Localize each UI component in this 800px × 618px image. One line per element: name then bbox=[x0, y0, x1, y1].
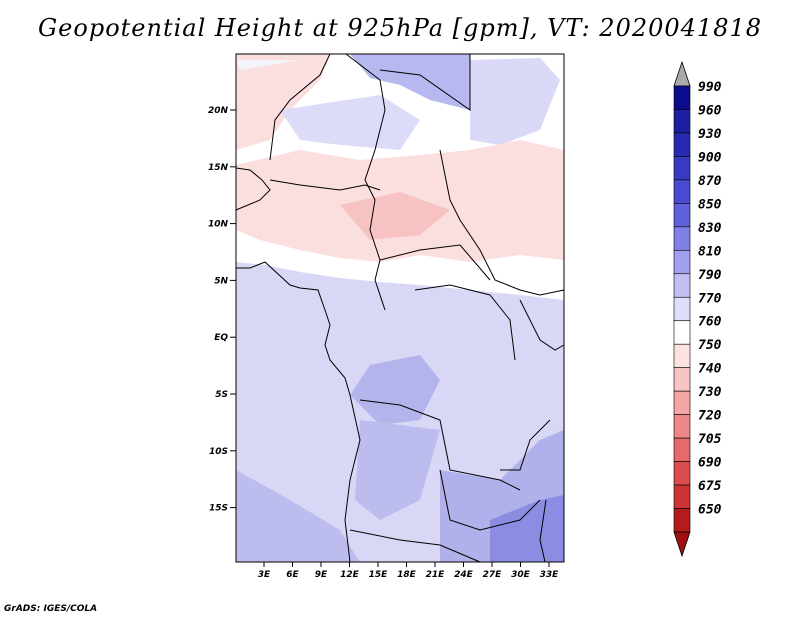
colorbar-swatch bbox=[673, 461, 691, 486]
colorbar-swatch bbox=[673, 179, 691, 204]
colorbar-swatch bbox=[673, 484, 691, 509]
colorbar-swatch bbox=[673, 109, 691, 134]
colorbar-swatch bbox=[673, 156, 691, 181]
lon-tick-label: 9E bbox=[315, 570, 328, 580]
colorbar-swatch bbox=[673, 132, 691, 157]
colorbar-swatch bbox=[673, 437, 691, 462]
colorbar-label: 730 bbox=[698, 385, 722, 400]
blue-patch-se-dark bbox=[490, 495, 564, 562]
grads-credit: GrADS: IGES/COLA bbox=[4, 604, 98, 614]
colorbar-swatch bbox=[673, 203, 691, 228]
lat-tick-label: 10S bbox=[209, 447, 228, 457]
pink-field-nw bbox=[236, 54, 330, 150]
lon-tick-label: 18E bbox=[397, 570, 417, 580]
colorbar-label: 870 bbox=[698, 174, 722, 189]
lon-tick-label: 27E bbox=[483, 570, 503, 580]
lat-tick-label: EQ bbox=[214, 333, 228, 343]
lat-tick-label: 5N bbox=[214, 276, 228, 286]
blue-patch-congo bbox=[350, 355, 440, 425]
map-title: Geopotential Height at 925hPa [gpm], VT:… bbox=[38, 14, 762, 42]
colorbar-bottom-arrow bbox=[673, 531, 691, 558]
lat-tick-label: 20N bbox=[208, 106, 229, 116]
lon-tick-label: 24E bbox=[454, 570, 474, 580]
map-frame bbox=[235, 53, 565, 563]
colorbar-label: 960 bbox=[698, 103, 722, 118]
colorbar-label: 740 bbox=[698, 362, 722, 377]
blue-patch-north bbox=[350, 54, 470, 110]
colorbar-label: 790 bbox=[698, 268, 722, 283]
pink-core bbox=[340, 192, 450, 240]
colorbar-label: 720 bbox=[698, 409, 722, 424]
colorbar-swatch bbox=[673, 226, 691, 251]
colorbar-label: 650 bbox=[698, 503, 722, 518]
colorbar-label: 990 bbox=[698, 80, 722, 95]
colorbar-label: 850 bbox=[698, 197, 722, 212]
longitude-axis: 3E 6E 9E 12E 15E 18E 21E 24E 27E 30E 33E bbox=[258, 562, 559, 580]
colorbar: 990 960 930 900 870 850 830 810 790 770 760 750 740 7… bbox=[673, 60, 722, 558]
colorbar-swatch bbox=[673, 367, 691, 392]
colorbar-swatch bbox=[673, 273, 691, 298]
colorbar-top-arrow bbox=[673, 60, 691, 87]
lon-tick-label: 3E bbox=[258, 570, 271, 580]
lon-tick-label: 12E bbox=[340, 570, 360, 580]
colorbar-swatch bbox=[673, 250, 691, 275]
colorbar-label: 760 bbox=[698, 315, 722, 330]
lat-tick-label: 15S bbox=[209, 504, 228, 514]
colorbar-label: 810 bbox=[698, 244, 722, 259]
colorbar-label: 900 bbox=[698, 150, 722, 165]
lat-tick-label: 10N bbox=[208, 220, 229, 230]
colorbar-label: 675 bbox=[698, 479, 722, 494]
colorbar-label: 705 bbox=[698, 432, 722, 447]
lon-tick-label: 6E bbox=[286, 570, 299, 580]
colorbar-label: 690 bbox=[698, 456, 722, 471]
colorbar-swatch bbox=[673, 414, 691, 439]
colorbar-swatch bbox=[673, 296, 691, 322]
lat-tick-label: 5S bbox=[215, 390, 228, 400]
colorbar-swatch bbox=[673, 85, 691, 110]
colorbar-label: 750 bbox=[698, 338, 722, 353]
blue-patch-ne bbox=[470, 58, 560, 145]
lon-tick-label: 21E bbox=[426, 570, 446, 580]
colorbar-swatch bbox=[673, 343, 691, 368]
edge-shade bbox=[236, 54, 300, 70]
blue-patch-angola bbox=[355, 420, 440, 520]
lon-tick-label: 33E bbox=[540, 570, 560, 580]
latitude-axis: 20N 15N 10N 5N EQ 5S 10S 15S bbox=[208, 106, 236, 514]
map-panel bbox=[235, 53, 565, 563]
lat-tick-label: 15N bbox=[208, 163, 229, 173]
colorbar-swatch bbox=[673, 508, 691, 533]
colorbar-label: 770 bbox=[698, 291, 722, 306]
lon-tick-label: 30E bbox=[511, 570, 531, 580]
colorbar-swatch bbox=[673, 320, 691, 345]
colorbar-label: 930 bbox=[698, 127, 722, 142]
country-borders bbox=[235, 53, 565, 563]
blue-patch-sw bbox=[236, 470, 360, 562]
colorbar-swatch bbox=[673, 390, 691, 415]
lon-tick-label: 15E bbox=[369, 570, 389, 580]
colorbar-label: 830 bbox=[698, 221, 722, 236]
